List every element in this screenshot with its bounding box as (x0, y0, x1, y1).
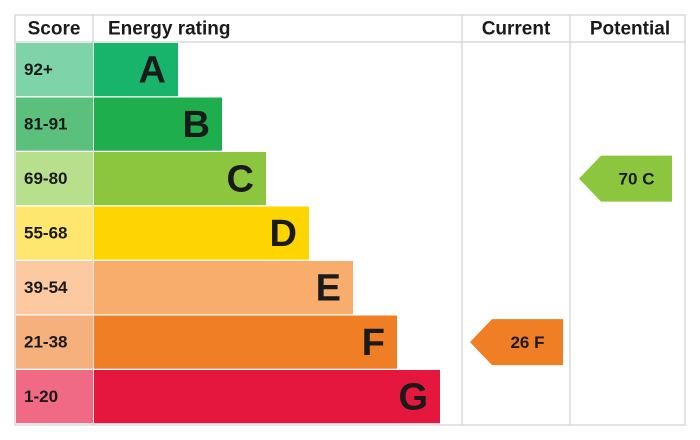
score-cell (16, 43, 93, 97)
header-score: Score (28, 19, 81, 40)
score-cell (16, 206, 93, 260)
score-cell (16, 97, 93, 151)
score-range: 21-38 (24, 333, 67, 352)
score-range: 1-20 (24, 387, 58, 406)
rating-letter: A (139, 50, 166, 92)
rating-letter: G (398, 377, 428, 419)
current-score: 26 (510, 333, 529, 352)
rating-letter: D (270, 213, 297, 255)
rating-bar (94, 97, 222, 151)
potential-arrow (579, 155, 672, 202)
score-range: 69-80 (24, 169, 67, 188)
current-rating: F (534, 333, 544, 352)
rating-bar (94, 43, 178, 97)
score-range: 39-54 (24, 278, 68, 297)
potential-score: 70 (619, 169, 638, 188)
header-rating: Energy rating (108, 19, 230, 40)
score-range: 81-91 (24, 115, 67, 134)
rating-bar (94, 206, 309, 260)
score-cell (16, 261, 93, 315)
rating-letter: C (227, 159, 254, 201)
score-cell (16, 152, 93, 206)
potential-rating: C (642, 169, 654, 188)
score-cell (16, 315, 93, 369)
rating-letter: B (183, 104, 210, 146)
header-potential: Potential (590, 19, 670, 40)
current-label: 26 F (510, 333, 544, 352)
score-range: 92+ (24, 60, 53, 79)
rating-letter: E (316, 268, 341, 310)
rating-bar (94, 315, 397, 369)
rating-letter: F (362, 322, 385, 364)
rating-bar (94, 370, 440, 424)
header-current: Current (482, 19, 551, 40)
rating-bar (94, 261, 353, 315)
rating-bar (94, 152, 266, 206)
score-cell (16, 370, 93, 424)
potential-label: 70 C (619, 169, 655, 188)
current-arrow (470, 319, 563, 366)
score-range: 55-68 (24, 224, 67, 243)
